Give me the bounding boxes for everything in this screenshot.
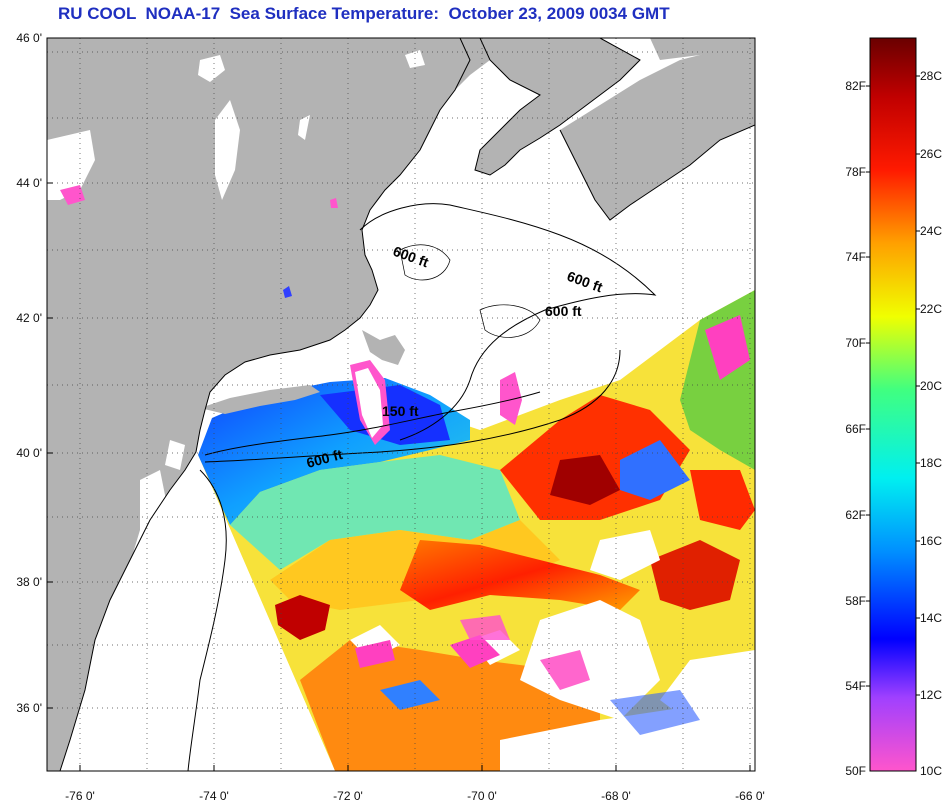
colorbar-c-label: 20C bbox=[920, 379, 943, 393]
lat-label: 46 0' bbox=[16, 31, 42, 45]
gulf-stream bbox=[400, 540, 640, 610]
colorbar-f-label: 50F bbox=[845, 764, 866, 778]
colorbar-c-label: 28C bbox=[920, 69, 943, 83]
contour-600ft-shelf-break bbox=[187, 469, 227, 771]
colorbar-f-label: 82F bbox=[845, 79, 866, 93]
colorbar-f-label: 78F bbox=[845, 165, 866, 179]
lat-label: 44 0' bbox=[16, 176, 42, 190]
lat-label: 38 0' bbox=[16, 575, 42, 589]
colorbar-f-label: 54F bbox=[845, 679, 866, 693]
colorbar-c-label: 26C bbox=[920, 147, 943, 161]
land-newfoundland-edge bbox=[650, 38, 755, 60]
lon-label: -72 0' bbox=[333, 789, 363, 803]
colorbar-c-label: 16C bbox=[920, 534, 943, 548]
map-frame bbox=[46, 37, 756, 772]
lon-label: -76 0' bbox=[65, 789, 95, 803]
colorbar bbox=[869, 37, 917, 772]
colorbar-f-label: 66F bbox=[845, 422, 866, 436]
land-long-island bbox=[200, 385, 320, 414]
lon-label: -74 0' bbox=[199, 789, 229, 803]
colorbar-ticks bbox=[866, 75, 920, 696]
contour-label: 600 ft bbox=[545, 303, 582, 319]
colorbar-c-label: 24C bbox=[920, 224, 943, 238]
axis-ticks bbox=[47, 37, 751, 771]
lon-label: -68 0' bbox=[601, 789, 631, 803]
colorbar-c-label: 22C bbox=[920, 302, 943, 316]
land-new-brunswick bbox=[430, 38, 490, 90]
colorbar-f-label: 74F bbox=[845, 250, 866, 264]
colorbar-c-label: 10C bbox=[920, 764, 943, 778]
lat-label: 42 0' bbox=[16, 311, 42, 325]
contour-600ft-gulf-of-maine bbox=[359, 203, 657, 441]
lon-label: -70 0' bbox=[467, 789, 497, 803]
coastline bbox=[59, 38, 471, 771]
land-cape-cod bbox=[362, 330, 405, 365]
lat-label: 36 0' bbox=[16, 701, 42, 715]
colorbar-c-label: 14C bbox=[920, 611, 943, 625]
map-title: RU COOL NOAA-17 Sea Surface Temperature:… bbox=[58, 4, 670, 23]
colorbar-f-label: 58F bbox=[845, 594, 866, 608]
contour-150ft-shelf bbox=[204, 391, 541, 456]
lon-label: -66 0' bbox=[735, 789, 765, 803]
colorbar-f-label: 70F bbox=[845, 336, 866, 350]
land-us-mainland bbox=[47, 38, 470, 771]
colorbar-c-label: 18C bbox=[920, 456, 943, 470]
colorbar-c-label: 12C bbox=[920, 688, 943, 702]
land-cape-breton bbox=[560, 48, 755, 220]
colorbar-f-label: 62F bbox=[845, 508, 866, 522]
lat-lon-grid bbox=[47, 38, 755, 771]
contour-label: 150 ft bbox=[382, 403, 419, 419]
land-nova-scotia bbox=[475, 38, 640, 175]
lat-label: 40 0' bbox=[16, 446, 42, 460]
